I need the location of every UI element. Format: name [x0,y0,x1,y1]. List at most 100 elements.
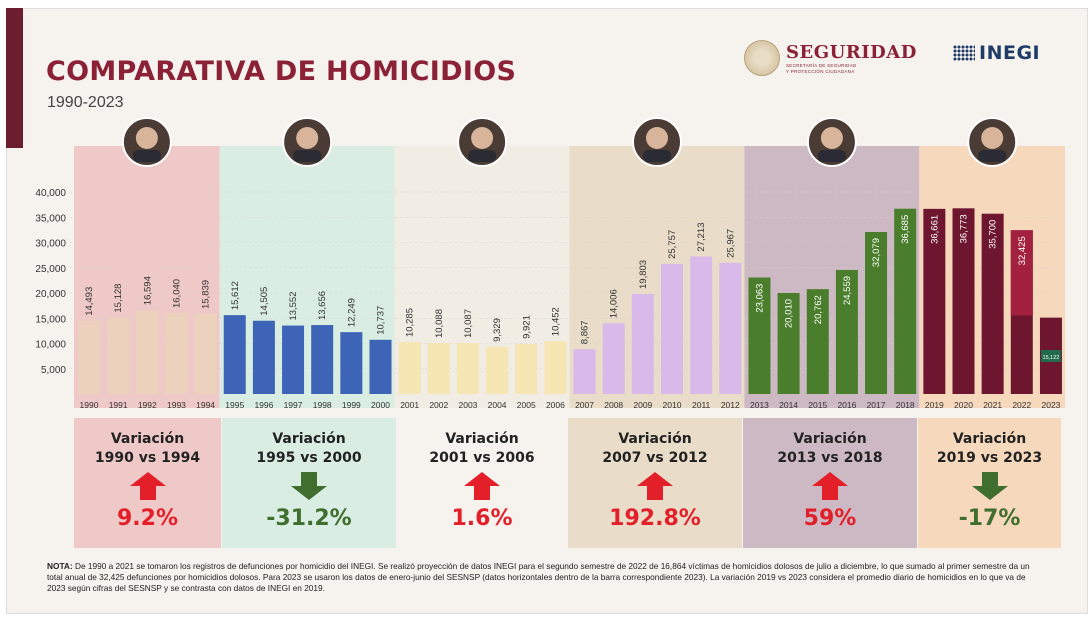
value-label-1992: 16,594 [142,276,153,305]
variation-label-line2: 2013 vs 2018 [777,450,883,466]
x-tick-2022: 2022 [1012,400,1031,410]
portrait-face-0 [135,127,158,149]
variation-box-2: Variación 2001 vs 2006 1.6% [397,418,567,548]
value-label-2021: 35,700 [988,220,999,249]
variation-value: 1.6% [451,506,513,531]
variation-box-0: Variación 1990 vs 1994 9.2% [74,418,221,548]
value-label-1997: 13,552 [288,291,299,320]
inegi-logo: INEGI [953,42,1040,64]
x-tick-1994: 1994 [196,400,215,410]
bar-1998 [311,325,334,394]
y-tick-30000: 30,000 [35,239,66,250]
variation-value: -17% [958,506,1021,531]
x-tick-2008: 2008 [604,400,623,410]
bar-2010 [661,263,683,394]
period-panel-4 [744,146,920,408]
value-label-2014: 20,010 [784,299,795,328]
x-tick-1998: 1998 [313,400,332,410]
variation-label-line1: Variación [272,431,346,447]
value-label-2006: 10,452 [550,307,561,336]
value-label-2010: 25,757 [667,230,678,259]
period-panel-2 [394,146,570,408]
accent-bar [6,8,23,148]
variation-label: Variación 1995 vs 2000 [222,430,396,468]
variation-label: Variación 2007 vs 2012 [568,430,742,468]
bar-1994 [194,314,217,394]
value-label-2019: 36,661 [929,215,940,244]
bar-2023-inner-box [1040,350,1061,362]
arrow-up-icon [397,472,567,500]
x-tick-2011: 2011 [692,400,711,410]
portrait-suit-4 [817,150,846,162]
note-text: De 1990 a 2021 se tomaron los registros … [47,561,1030,594]
x-tick-2001: 2001 [400,400,419,410]
page-subtitle: 1990-2023 [47,94,124,111]
variation-value: 59% [803,506,857,531]
value-label-2009: 19,803 [638,260,649,289]
value-label-2023: 15,122 [1043,355,1060,361]
bar-2006 [544,341,567,394]
variation-label-line2: 1990 vs 1994 [94,450,201,466]
value-label-1996: 14,505 [259,287,270,316]
variation-label-line1: Variación [952,431,1027,447]
x-tick-2007: 2007 [575,400,594,410]
x-tick-2013: 2013 [750,400,769,410]
bar-2007 [573,349,596,394]
portrait-face-2 [471,127,494,149]
bar-2020 [952,208,975,394]
bar-2014 [777,292,800,394]
variation-label-line1: Variación [445,431,519,447]
y-tick-15000: 15,000 [35,314,66,325]
x-tick-2015: 2015 [808,400,827,410]
seguridad-logo: SEGURIDAD SECRETARÍA DE SEGURIDAD Y PROT… [744,40,917,76]
bar-2009 [631,293,654,394]
value-label-2011: 27,213 [696,223,707,252]
value-label-2002: 10,088 [434,309,445,338]
x-tick-1993: 1993 [167,400,186,410]
portrait-face-3 [646,127,668,149]
variation-label: Variación 1990 vs 1994 [74,430,221,468]
bar-2004 [486,346,509,394]
x-tick-1997: 1997 [284,400,303,410]
x-tick-2023: 2023 [1041,400,1060,410]
value-label-2012: 25,967 [725,229,736,258]
variation-label-line1: Variación [793,431,867,447]
bar-2016 [835,269,858,394]
portrait-suit-0 [132,150,161,162]
portrait-face-5 [981,127,1004,149]
seguridad-sub1: SECRETARÍA DE SEGURIDAD [786,62,857,68]
variation-value: 192.8% [609,506,701,531]
value-label-2017: 32,079 [871,238,882,267]
bar-2001 [398,342,421,394]
period-panel-1 [219,146,395,408]
value-label-2007: 8,867 [580,320,591,344]
x-tick-2003: 2003 [458,400,477,410]
value-label-2018: 36,685 [900,215,911,244]
portrait-suit-3 [643,150,671,162]
value-label-1999: 12,249 [346,298,357,327]
x-tick-2017: 2017 [867,400,886,410]
bar-2002 [427,343,450,394]
value-label-2015: 20,762 [813,295,824,324]
value-label-1995: 15,612 [230,281,241,310]
bar-1993 [165,312,188,394]
x-tick-2009: 2009 [633,400,652,410]
y-tick-10000: 10,000 [35,340,66,351]
x-tick-1999: 1999 [342,400,361,410]
portrait-suit-5 [978,150,1007,162]
y-tick-40000: 40,000 [35,188,66,199]
bar-2015 [806,289,829,394]
x-tick-2000: 2000 [371,400,390,410]
variation-label: Variación 2001 vs 2006 [397,430,567,468]
variation-box-1: Variación 1995 vs 2000 -31.2% [222,418,396,548]
x-tick-2021: 2021 [983,400,1002,410]
bar-1999 [340,332,363,394]
variation-label-line1: Variación [618,431,692,447]
inegi-name: INEGI [979,42,1041,64]
bar-1992 [136,310,159,394]
portrait-face-4 [820,127,843,149]
variation-label: Variación 2019 vs 2023 [918,430,1061,468]
variation-label-line2: 1995 vs 2000 [256,450,362,466]
variation-box-3: Variación 2007 vs 2012 192.8% [568,418,742,548]
arrow-up-icon [568,472,742,500]
